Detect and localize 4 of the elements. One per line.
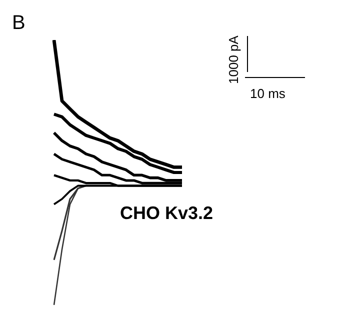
chart-title: B xyxy=(12,12,26,35)
text: 1000 pA xyxy=(226,36,241,84)
text: 10 ms xyxy=(250,86,286,101)
annotation: CHO Kv3.2 xyxy=(120,203,214,224)
